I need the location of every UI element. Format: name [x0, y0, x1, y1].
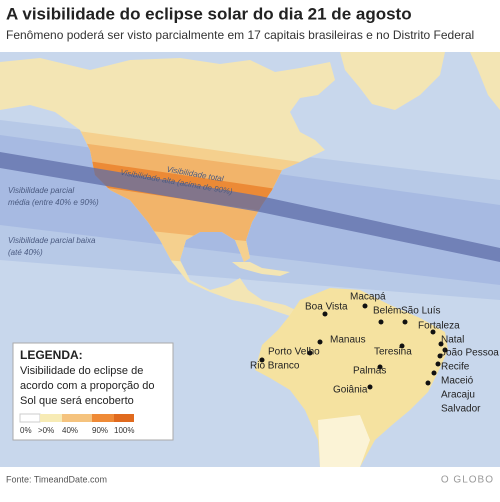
city-dot [425, 380, 431, 386]
city-label: Fortaleza [418, 321, 460, 332]
city-label: São Luís [401, 306, 440, 317]
title: A visibilidade do eclipse solar do dia 2… [6, 4, 412, 23]
city-label: João Pessoa [441, 348, 499, 359]
source: Fonte: TimeandDate.com [6, 474, 107, 484]
legend: LEGENDA: Visibilidade do eclipse de acor… [12, 342, 174, 441]
scale-swatch [114, 414, 134, 422]
scale-label: >0% [38, 426, 54, 435]
city-label: Aracaju [441, 390, 475, 401]
city-dot [317, 339, 323, 345]
subtitle: Fenômeno poderá ser visto parcialmente e… [6, 28, 474, 42]
legend-text: Visibilidade do eclipse de [20, 365, 143, 377]
legend-box [12, 342, 174, 441]
city-label: Belém [373, 306, 401, 317]
city-label: Recife [441, 362, 470, 373]
city-label: Manaus [330, 335, 366, 346]
city-dot [435, 361, 441, 367]
scale-swatch [40, 414, 62, 422]
city-dot [437, 353, 443, 359]
brand: O GLOBO [441, 475, 494, 486]
city-dot [438, 341, 444, 347]
low-label: (até 40%) [8, 248, 43, 257]
medium-label: média (entre 40% e 90%) [8, 198, 99, 207]
city-dot [259, 357, 265, 363]
city-label: Porto Velho [268, 347, 320, 358]
city-dot [431, 370, 437, 376]
caribbean [232, 262, 290, 276]
city-dot [322, 311, 328, 317]
scale-swatch [62, 414, 92, 422]
city-label: Natal [441, 335, 464, 346]
greenland [340, 52, 445, 110]
city-dot [377, 364, 383, 370]
city-dot [367, 384, 373, 390]
south-america [255, 288, 448, 467]
medium-label: Visibilidade parcial [8, 186, 74, 195]
low-label: Visibilidade parcial baixa [8, 236, 96, 245]
legend-text: acordo com a proporção do [20, 380, 155, 392]
city-label: Teresina [374, 347, 412, 358]
scale-swatch [92, 414, 114, 422]
city-label: Boa Vista [305, 302, 348, 313]
city-label: Maceió [441, 376, 474, 387]
scale-label: 40% [62, 426, 78, 435]
city-label: Rio Branco [250, 361, 300, 372]
scale-label: 0% [20, 426, 32, 435]
scale-swatch [19, 413, 41, 423]
city-dot [362, 303, 368, 309]
scale-label: 100% [114, 426, 134, 435]
scale-label: 90% [92, 426, 108, 435]
city-label: Salvador [441, 404, 481, 415]
legend-text: Sol que será encoberto [20, 395, 134, 407]
city-label: Macapá [350, 292, 386, 303]
city-dot [430, 329, 436, 335]
legend-title: LEGENDA: [20, 348, 83, 362]
europe [470, 52, 500, 110]
city-dot [307, 350, 313, 356]
city-dot [402, 319, 408, 325]
totality-path [0, 152, 500, 262]
city-dot [378, 319, 384, 325]
city-dot [399, 343, 405, 349]
city-label: Goiânia [333, 385, 368, 396]
city-label: Palmas [353, 366, 386, 377]
map [0, 52, 500, 467]
city-dot [442, 347, 448, 353]
south-america-south [318, 415, 370, 467]
